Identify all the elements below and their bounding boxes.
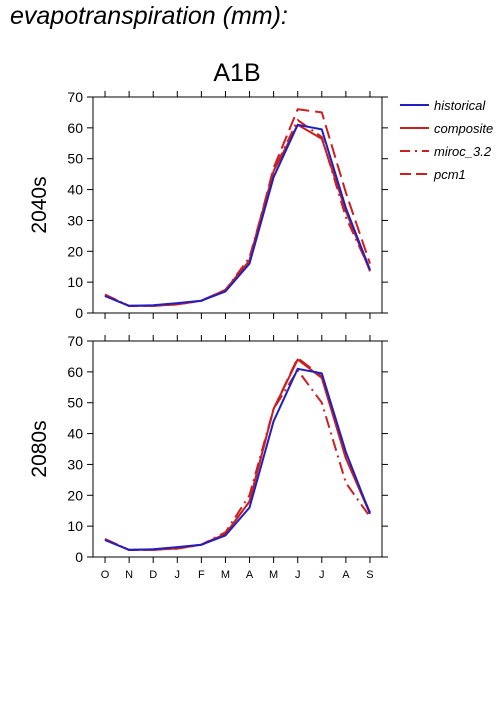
y-axis-label: 2080s (28, 420, 51, 477)
x-tick-label: S (366, 569, 373, 581)
legend-label-pcm1: pcm1 (433, 167, 466, 182)
series-line-historical (104, 123, 371, 307)
legend-label-historical: historical (434, 98, 486, 113)
x-tick-label: M (221, 569, 230, 581)
y-tick-label: 70 (67, 89, 83, 105)
series-line-historical (104, 367, 371, 551)
y-tick-label: 20 (67, 487, 83, 503)
y-tick-label: 20 (67, 243, 83, 259)
y-tick-label: 70 (67, 333, 83, 349)
y-tick-label: 60 (67, 120, 83, 136)
y-tick-label: 40 (67, 426, 83, 442)
x-tick-label: A (342, 569, 350, 581)
y-axis-label: 2040s (28, 176, 51, 233)
y-tick-label: 50 (67, 395, 83, 411)
legend: historical composite miroc_3.2 pcm1 (400, 98, 493, 182)
series-line-miroc_3.2 (104, 369, 371, 551)
x-tick-label: O (101, 569, 110, 581)
y-tick-label: 40 (67, 182, 83, 198)
y-tick-label: 30 (67, 456, 83, 472)
y-tick-label: 50 (67, 151, 83, 167)
panel-2040s: 0 10 20 30 40 50 60 70 2040s (28, 89, 388, 321)
y-tick-label: 0 (75, 305, 83, 321)
x-tick-label: D (149, 569, 157, 581)
x-tick-label: F (198, 569, 205, 581)
legend-label-composite: composite (434, 121, 493, 136)
x-tick-label: J (175, 569, 181, 581)
x-tick-label: J (295, 569, 301, 581)
y-tick-label: 60 (67, 364, 83, 380)
y-tick-label: 10 (67, 274, 83, 290)
x-tick-label: N (125, 569, 133, 581)
x-tick-label: M (269, 569, 278, 581)
x-tick-label: A (246, 569, 254, 581)
y-tick-label: 0 (75, 549, 83, 565)
scenario-title: A1B (213, 59, 260, 87)
y-tick-label: 30 (67, 212, 83, 228)
plot-frame (92, 340, 383, 558)
plot-frame (92, 96, 383, 314)
panel-2080s: 0 10 20 30 40 50 60 70 O N D J F M A M J J A S 2080s (28, 333, 388, 581)
x-tick-label: J (319, 569, 325, 581)
legend-label-miroc_3.2: miroc_3.2 (434, 144, 492, 159)
page-title: evapotranspiration (mm): (10, 2, 288, 30)
y-tick-label: 10 (67, 518, 83, 534)
